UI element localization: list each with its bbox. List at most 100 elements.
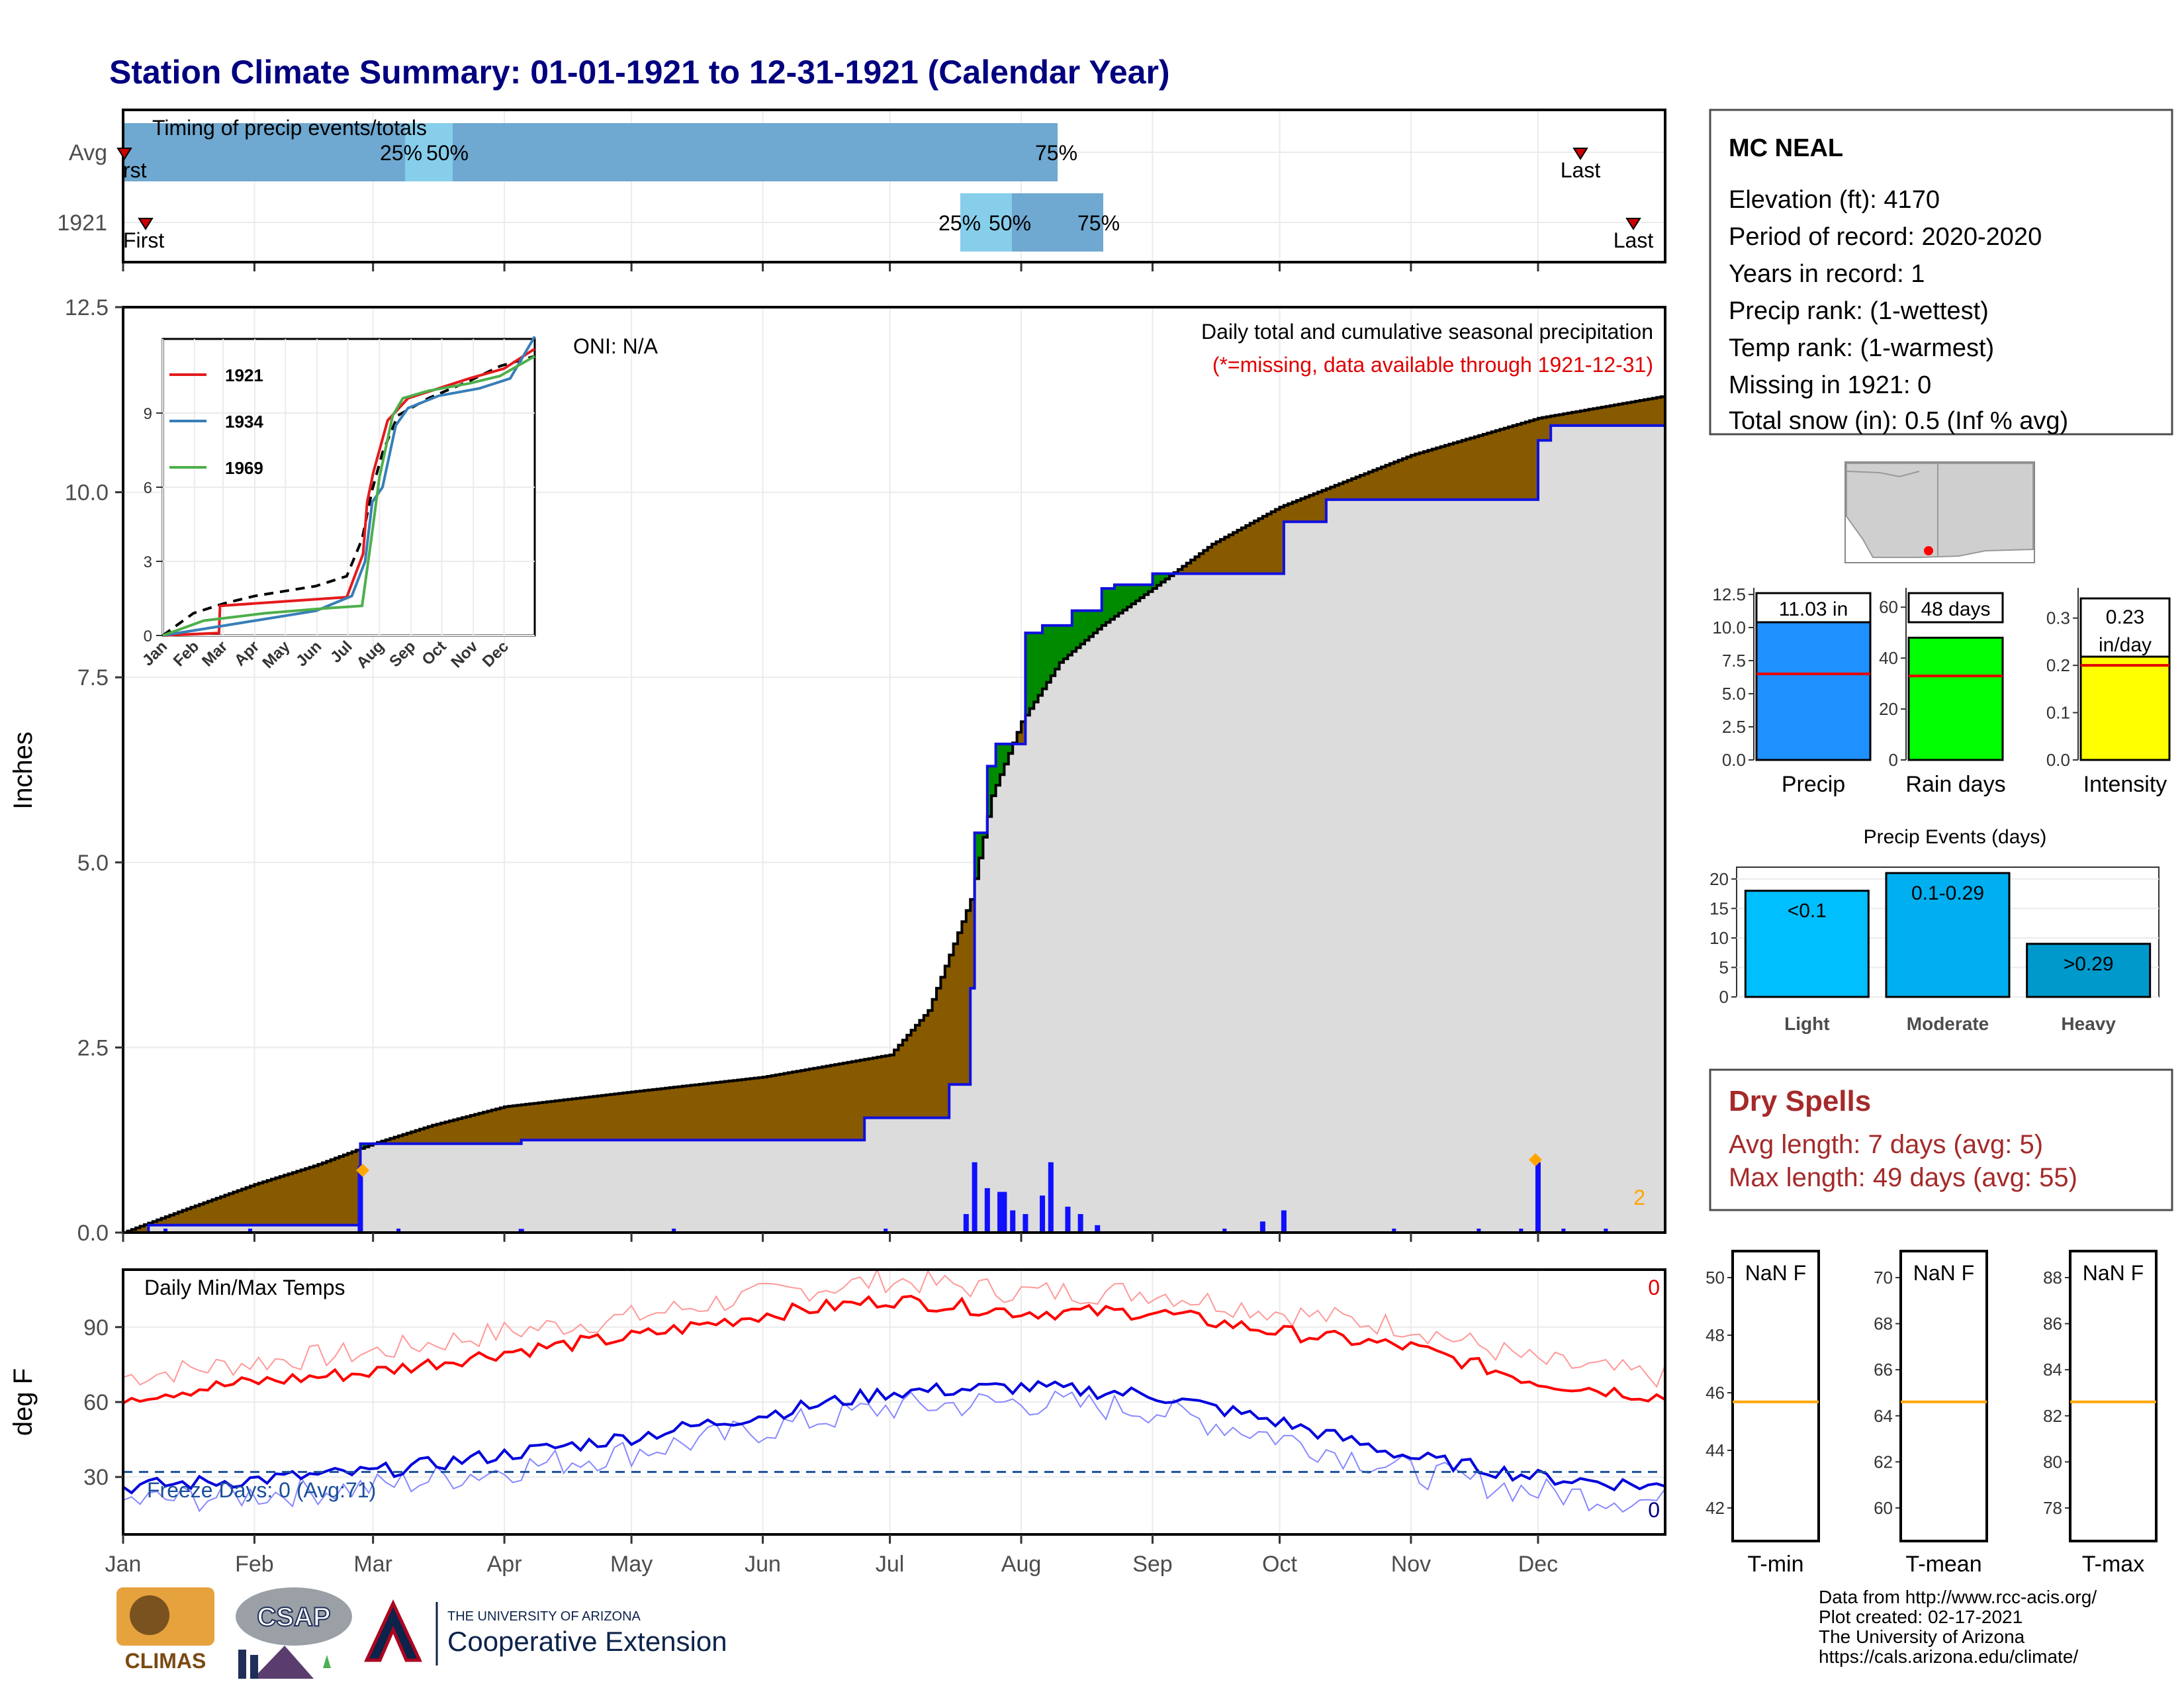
tmin-line [122,1380,1666,1495]
daily-precip-bar [1561,1229,1566,1233]
climas-logo-sun [130,1595,169,1635]
mini-y-tick-label: 2.5 [1722,717,1746,737]
ua-small-text: THE UNIVERSITY OF ARIZONA [447,1609,641,1624]
arizona-new-mexico-map [1846,463,2034,558]
temp-box-y-tick-label: 64 [1874,1406,1893,1426]
csap-logo: CSAP [236,1587,352,1679]
temp-box-t-mean: 60 62 64 66 68 70 NaN F T-mean [1874,1250,1988,1577]
station-precip-rank: Precip rank: (1-wettest) [1729,297,1989,325]
events-y-tick-label: 0 [1719,987,1729,1007]
temp-box-t-min: 42 44 46 48 50 NaN F T-min [1706,1250,1820,1577]
temp-box-value: NaN F [2083,1261,2144,1285]
avg-first-label: rst [123,158,147,182]
station-missing: Missing in 1921: 0 [1729,371,1931,399]
station-name: MC NEAL [1729,134,1843,162]
precip-panel: 0.0 2.5 5.0 7.5 10.0 12.5 Inches Daily total … [9,295,1666,1246]
footer: CLIMAS CSAP THE UNIVERSITY OF ARIZONA Co… [116,1587,2097,1679]
csap-mountain [253,1646,314,1679]
avg-last-label: Last [1561,158,1601,182]
event-category-label: Moderate [1907,1013,1989,1034]
daily-precip-bar [1477,1229,1481,1233]
month-label: Feb [235,1552,274,1577]
temp-box-y-tick-label: 66 [1874,1360,1893,1380]
above-average-area [360,573,1174,1149]
temp-box-y-tick-label: 46 [1706,1383,1725,1403]
daily-precip-bar [1281,1210,1287,1233]
daily-precip-bar [984,1188,990,1233]
tmax-line [122,1294,1666,1405]
year-first-label: First [123,228,164,252]
event-bar-light [1744,890,1870,998]
inset-legend-label: 1921 [225,365,263,385]
mini-chart-precip: 0.0 2.5 5.0 7.5 10.0 12.5 Precip 11.03 in [1712,585,1872,797]
csap-wordmark: CSAP [257,1603,330,1632]
temp-box-label: T-max [2082,1552,2144,1577]
y-tick-label: 12.5 [65,295,109,320]
month-label: Jun [745,1552,781,1577]
csap-cloud [236,1587,352,1646]
dry-spells-avg: Avg length: 7 days (avg: 5) [1729,1130,2043,1159]
event-bar-moderate [1885,872,2011,998]
daily-precip-bar [884,1229,888,1233]
temp-y-tick-label: 30 [83,1465,109,1490]
temp-box-y-tick-label: 78 [2043,1498,2062,1518]
tmax-normal-line [122,1268,1666,1388]
station-elevation: Elevation (ft): 4170 [1729,186,1940,214]
temp-box-y-tick-label: 60 [1874,1498,1893,1518]
dry-spells-title: Dry Spells [1729,1085,1871,1117]
event-bar-label: <0.1 [1788,900,1827,922]
inset-y-tick-label: 6 [144,479,152,497]
climas-logo: CLIMAS [116,1587,214,1673]
daily-precip-bar [1259,1221,1265,1233]
temp-box-y-tick-label: 42 [1706,1498,1725,1518]
mini-bar [2079,650,2171,761]
precip-ylabel: Inches [9,731,38,810]
temp-panel: 30 60 90 Jan Feb Mar Apr May Jun Jul Aug Sep Oct Nov… [9,1268,1666,1577]
dry-spells-max: Max length: 49 days (avg: 55) [1729,1163,2077,1192]
temp-box-y-tick-label: 44 [1706,1440,1725,1460]
daily-precip-bar [1519,1229,1524,1233]
year-first-marker [138,218,154,230]
daily-precip-bar [1010,1210,1016,1233]
daily-precip-bar [248,1229,253,1233]
state-border [1846,471,1920,478]
precip-caption: Daily total and cumulative seasonal prec… [1201,320,1653,344]
events-title: Precip Events (days) [1864,826,2047,848]
precip-events: Precip Events (days) 0 5 10 15 20 <0.1 Light 0.… [1709,826,2160,1034]
year-cumulative-line [123,416,1666,1234]
y-tick-label: 2.5 [77,1035,109,1060]
avg-p75: 75% [1035,141,1077,165]
station-temp-rank: Temp rank: (1-warmest) [1729,334,1994,362]
mini-y-tick-label: 7.5 [1722,651,1746,671]
month-label: Apr [487,1552,522,1577]
y-tick-label: 7.5 [77,665,109,690]
footer-line-url: https://cals.arizona.edu/climate/ [1819,1646,2078,1667]
hot-day-count: 0 [1648,1276,1660,1299]
temp-box-label: T-min [1748,1552,1804,1577]
month-label: Nov [1391,1552,1431,1577]
events-y-tick-label: 15 [1709,898,1729,918]
mini-chart-intensity: 0.0 0.1 0.2 0.3 Intensity 0.23 in/day [2046,588,2171,797]
timing-row-avg: Avg [69,140,107,165]
mini-bar-label: Rain days [1905,772,2005,797]
inset-y-tick-label: 3 [144,553,152,571]
daily-precip-bar [672,1229,676,1233]
inset-legend-label: 1934 [225,412,263,432]
mini-y-tick-label: 40 [1879,648,1898,668]
daily-precip-bar [163,1229,168,1233]
mini-value-label: 48 days [1921,598,1990,620]
year-p75: 75% [1077,211,1120,235]
daily-precip-bar [1065,1206,1071,1233]
year-p50: 50% [989,211,1031,235]
year-last-marker [1625,218,1641,230]
events-y-tick-label: 20 [1709,869,1729,889]
month-label: Jul [876,1552,904,1577]
month-label: May [610,1552,653,1577]
year-cumulative-area [123,416,1665,1233]
csap-bar [250,1655,258,1679]
daily-precip-bar [518,1229,524,1233]
inset-line-1969 [162,355,535,637]
mini-value-box [1755,592,1872,624]
